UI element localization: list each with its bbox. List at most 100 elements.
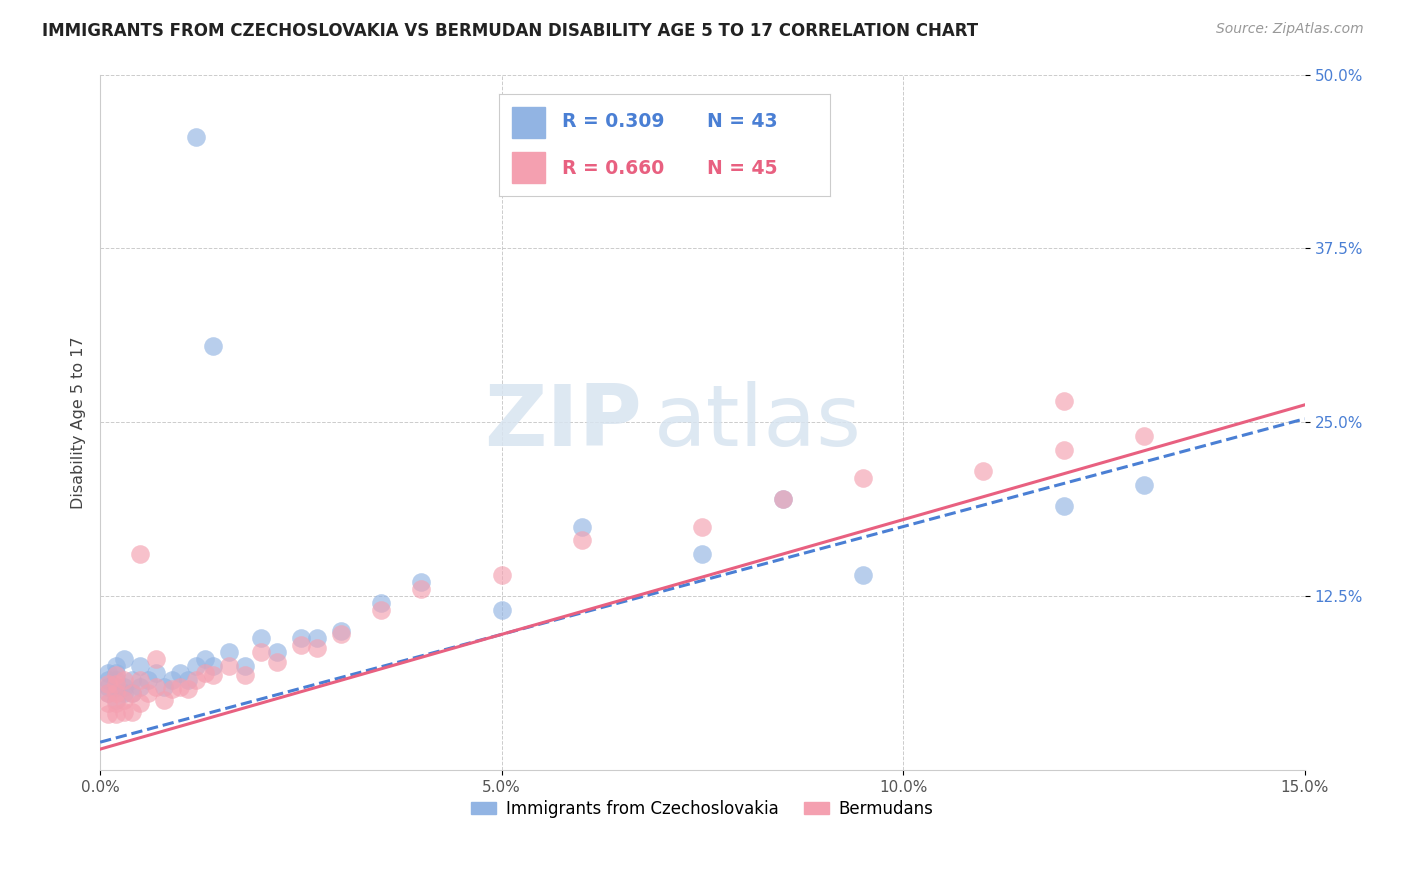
Bar: [512, 107, 546, 137]
Point: [162, 673, 184, 687]
Point: [105, 677, 128, 691]
Point: [112, 705, 135, 719]
Point: [153, 680, 176, 694]
Text: R = 0.660: R = 0.660: [562, 159, 664, 178]
Point: [177, 682, 200, 697]
Text: R = 0.309: R = 0.309: [562, 112, 665, 131]
Point: [169, 665, 191, 680]
Point: [121, 673, 143, 687]
Point: [97, 696, 120, 710]
Text: IMMIGRANTS FROM CZECHOSLOVAKIA VS BERMUDAN DISABILITY AGE 5 TO 17 CORRELATION CH: IMMIGRANTS FROM CZECHOSLOVAKIA VS BERMUD…: [42, 22, 979, 40]
Point: [233, 668, 256, 682]
Point: [1053, 499, 1076, 513]
Point: [105, 707, 128, 722]
Point: [330, 624, 353, 638]
Legend: Immigrants from Czechoslovakia, Bermudans: Immigrants from Czechoslovakia, Bermudan…: [464, 793, 941, 824]
Point: [105, 686, 128, 700]
Point: [129, 673, 152, 687]
Point: [162, 682, 184, 697]
Point: [112, 651, 135, 665]
Point: [112, 673, 135, 687]
Point: [218, 658, 240, 673]
Point: [136, 686, 159, 700]
Point: [112, 686, 135, 700]
Point: [121, 686, 143, 700]
Point: [105, 673, 128, 687]
Point: [177, 673, 200, 687]
Point: [97, 707, 120, 722]
Point: [193, 665, 215, 680]
Point: [571, 519, 593, 533]
Point: [153, 693, 176, 707]
Point: [105, 658, 128, 673]
Point: [97, 680, 120, 694]
Text: N = 45: N = 45: [707, 159, 778, 178]
Point: [491, 603, 513, 617]
Point: [186, 658, 208, 673]
Point: [145, 651, 167, 665]
Point: [112, 680, 135, 694]
Point: [193, 651, 215, 665]
Point: [97, 673, 120, 687]
Point: [305, 640, 328, 655]
Point: [105, 665, 128, 680]
Point: [145, 680, 167, 694]
Point: [169, 680, 191, 694]
Point: [491, 568, 513, 582]
Point: [1053, 394, 1076, 409]
Point: [305, 631, 328, 645]
Point: [97, 686, 120, 700]
Point: [186, 130, 208, 145]
Point: [145, 665, 167, 680]
Point: [1053, 443, 1076, 458]
Point: [330, 626, 353, 640]
Point: [370, 603, 392, 617]
Point: [129, 548, 152, 562]
Point: [692, 548, 714, 562]
Point: [411, 582, 433, 597]
Point: [411, 575, 433, 590]
Bar: [512, 153, 546, 183]
Point: [772, 491, 794, 506]
Point: [249, 645, 271, 659]
Point: [201, 658, 224, 673]
Point: [692, 519, 714, 533]
Point: [852, 471, 875, 485]
Text: atlas: atlas: [654, 381, 862, 464]
Point: [105, 668, 128, 682]
Point: [129, 658, 152, 673]
Point: [201, 339, 224, 353]
Point: [136, 673, 159, 687]
Point: [266, 645, 288, 659]
Point: [266, 655, 288, 669]
Point: [112, 693, 135, 707]
Point: [121, 705, 143, 719]
Point: [186, 673, 208, 687]
Point: [233, 658, 256, 673]
Point: [129, 696, 152, 710]
Text: Source: ZipAtlas.com: Source: ZipAtlas.com: [1216, 22, 1364, 37]
Text: ZIP: ZIP: [485, 381, 643, 464]
Point: [105, 680, 128, 694]
Point: [290, 631, 312, 645]
Point: [1133, 478, 1156, 492]
Point: [97, 686, 120, 700]
Point: [1133, 429, 1156, 443]
Point: [129, 680, 152, 694]
Point: [772, 491, 794, 506]
Point: [972, 464, 994, 478]
Point: [121, 686, 143, 700]
Point: [571, 533, 593, 548]
Point: [370, 596, 392, 610]
Point: [249, 631, 271, 645]
Point: [97, 665, 120, 680]
Text: N = 43: N = 43: [707, 112, 778, 131]
Y-axis label: Disability Age 5 to 17: Disability Age 5 to 17: [72, 336, 86, 508]
Point: [290, 638, 312, 652]
Point: [105, 693, 128, 707]
Point: [105, 696, 128, 710]
Point: [218, 645, 240, 659]
Point: [852, 568, 875, 582]
Point: [201, 668, 224, 682]
Point: [97, 677, 120, 691]
